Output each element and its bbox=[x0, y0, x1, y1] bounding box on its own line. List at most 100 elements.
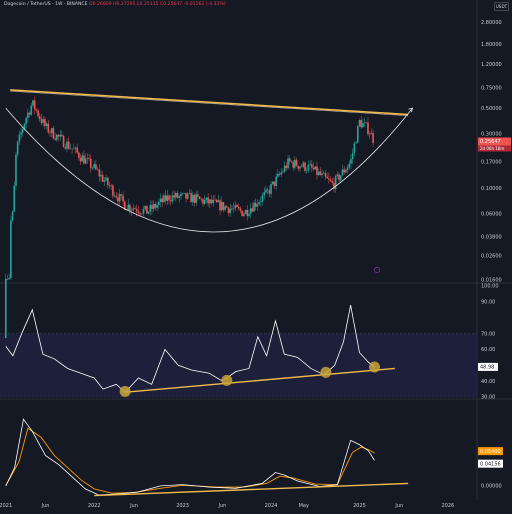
price-candle bbox=[161, 198, 164, 203]
price-candle bbox=[336, 174, 339, 177]
event-marker-icon bbox=[374, 267, 381, 273]
price-candle bbox=[212, 199, 215, 204]
price-candle bbox=[248, 213, 250, 216]
price-candle bbox=[55, 134, 58, 140]
price-candle bbox=[345, 170, 347, 173]
price-candle bbox=[146, 205, 148, 214]
price-tick-label: 2.80000 bbox=[481, 20, 502, 26]
rsi-band bbox=[0, 333, 477, 397]
price-candle bbox=[362, 123, 364, 128]
price-candle bbox=[171, 195, 174, 202]
price-candle bbox=[365, 122, 368, 124]
price-candle bbox=[76, 147, 78, 153]
price-candle bbox=[268, 190, 271, 194]
price-candle bbox=[215, 199, 218, 203]
price-candle bbox=[261, 195, 264, 202]
time-tick-label: 2021 bbox=[0, 503, 12, 509]
price-candle bbox=[239, 208, 242, 211]
price-candle bbox=[115, 195, 118, 198]
price-candle bbox=[86, 158, 89, 159]
symbol-name[interactable]: Dogecoin / TetherUS bbox=[4, 2, 51, 7]
rsi-touch-marker bbox=[221, 374, 233, 386]
price-candle bbox=[249, 208, 252, 214]
price-candle bbox=[222, 202, 225, 210]
price-candle bbox=[134, 208, 136, 210]
countdown-label: 2d 06h 18m bbox=[480, 146, 504, 151]
price-tick-label: 0.02600 bbox=[481, 253, 502, 259]
price-candle bbox=[294, 159, 296, 168]
macd-tick-label: 0.00000 bbox=[481, 484, 502, 490]
price-candle bbox=[66, 141, 68, 149]
price-candle bbox=[203, 199, 206, 204]
price-candle bbox=[158, 201, 160, 205]
price-candle bbox=[185, 193, 187, 199]
price-candle bbox=[351, 153, 354, 160]
ohlc-values: O0.26809 H0.27295 L0.25115 C0.25647 -0.0… bbox=[89, 2, 226, 7]
price-candle bbox=[297, 165, 300, 169]
price-candle bbox=[195, 194, 198, 203]
price-candle bbox=[341, 169, 344, 176]
price-candle bbox=[338, 174, 340, 181]
price-candle bbox=[321, 173, 323, 175]
price-candle bbox=[309, 164, 311, 165]
price-candle bbox=[356, 125, 359, 143]
time-tick-label: 2026 bbox=[442, 503, 455, 509]
resistance-line-inner bbox=[10, 90, 409, 116]
price-tick-label: 0.03800 bbox=[481, 235, 502, 241]
price-candle bbox=[50, 128, 53, 133]
price-candle bbox=[37, 110, 39, 117]
price-candle bbox=[363, 122, 366, 124]
price-candle bbox=[32, 100, 34, 106]
price-candle bbox=[180, 193, 182, 197]
price-candle bbox=[25, 117, 27, 124]
price-candle bbox=[42, 119, 44, 124]
price-candle bbox=[67, 141, 70, 149]
price-candle bbox=[137, 211, 140, 213]
price-candle bbox=[49, 132, 51, 133]
price-candle bbox=[271, 181, 274, 185]
price-tick-label: 0.50000 bbox=[481, 106, 502, 112]
rsi-support-line bbox=[125, 367, 395, 393]
price-candle bbox=[188, 193, 191, 194]
time-tick-label: Jun bbox=[41, 503, 50, 509]
price-candle bbox=[299, 166, 301, 169]
price-candle bbox=[251, 208, 254, 212]
rsi-tick-label: 70.00 bbox=[481, 331, 495, 337]
price-candle bbox=[84, 158, 87, 164]
price-candle bbox=[295, 159, 298, 166]
price-tick-label: 1.80000 bbox=[481, 42, 502, 48]
price-candle bbox=[74, 147, 77, 149]
price-candle bbox=[69, 148, 72, 150]
price-candle bbox=[311, 164, 313, 168]
price-candle bbox=[108, 184, 111, 187]
currency-button[interactable]: USDT bbox=[494, 2, 509, 11]
macd-value-label: 0.04156 bbox=[480, 461, 501, 467]
price-candle bbox=[181, 193, 184, 194]
price-candle bbox=[346, 167, 349, 171]
price-candle bbox=[96, 168, 99, 170]
interval-label[interactable]: 1W bbox=[55, 2, 63, 7]
price-candle bbox=[64, 147, 67, 149]
price-candle bbox=[159, 198, 162, 202]
price-candle bbox=[110, 185, 112, 187]
price-candle bbox=[11, 211, 14, 221]
price-candle bbox=[147, 211, 150, 214]
price-candle bbox=[219, 200, 221, 211]
price-candle bbox=[130, 209, 133, 211]
price-candle bbox=[244, 209, 247, 214]
price-tick-label: 0.17000 bbox=[481, 160, 502, 166]
price-candle bbox=[103, 180, 106, 182]
price-candle bbox=[27, 112, 29, 118]
price-candle bbox=[246, 209, 249, 216]
price-candle bbox=[333, 182, 335, 189]
price-candle bbox=[232, 208, 235, 209]
price-candle bbox=[139, 212, 141, 214]
price-candle bbox=[270, 184, 272, 194]
price-candle bbox=[44, 119, 46, 126]
price-candle bbox=[287, 158, 289, 169]
price-candle bbox=[144, 205, 147, 209]
price-candle bbox=[372, 132, 374, 144]
time-tick-label: 2025 bbox=[353, 503, 366, 509]
price-candle bbox=[40, 118, 43, 124]
chart-header: Dogecoin / TetherUS · 1W · BINANCE O0.26… bbox=[4, 2, 226, 7]
